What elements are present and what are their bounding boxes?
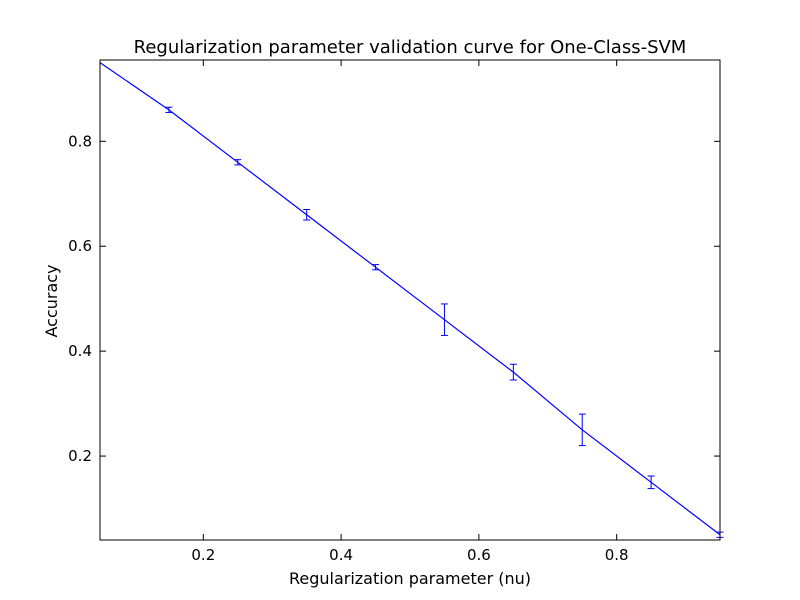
x-tick-label: 0.4 xyxy=(329,546,353,564)
y-tick-label: 0.6 xyxy=(68,237,92,255)
y-tick-label: 0.4 xyxy=(68,342,92,360)
x-tick-label: 0.8 xyxy=(605,546,629,564)
chart-title: Regularization parameter validation curv… xyxy=(134,37,687,58)
x-tick-label: 0.2 xyxy=(191,546,215,564)
y-axis-label: Accuracy xyxy=(42,264,61,337)
y-tick-label: 0.2 xyxy=(68,447,92,465)
series-line xyxy=(99,62,721,536)
plot-area: 0.2 0.4 0.6 0.8 0.2 0.4 0.6 0.8 xyxy=(68,59,724,564)
y-tick-label: 0.8 xyxy=(68,132,92,150)
x-axis-label: Regularization parameter (nu) xyxy=(289,569,531,588)
x-tick-label: 0.6 xyxy=(467,546,491,564)
plot-frame xyxy=(99,59,721,541)
